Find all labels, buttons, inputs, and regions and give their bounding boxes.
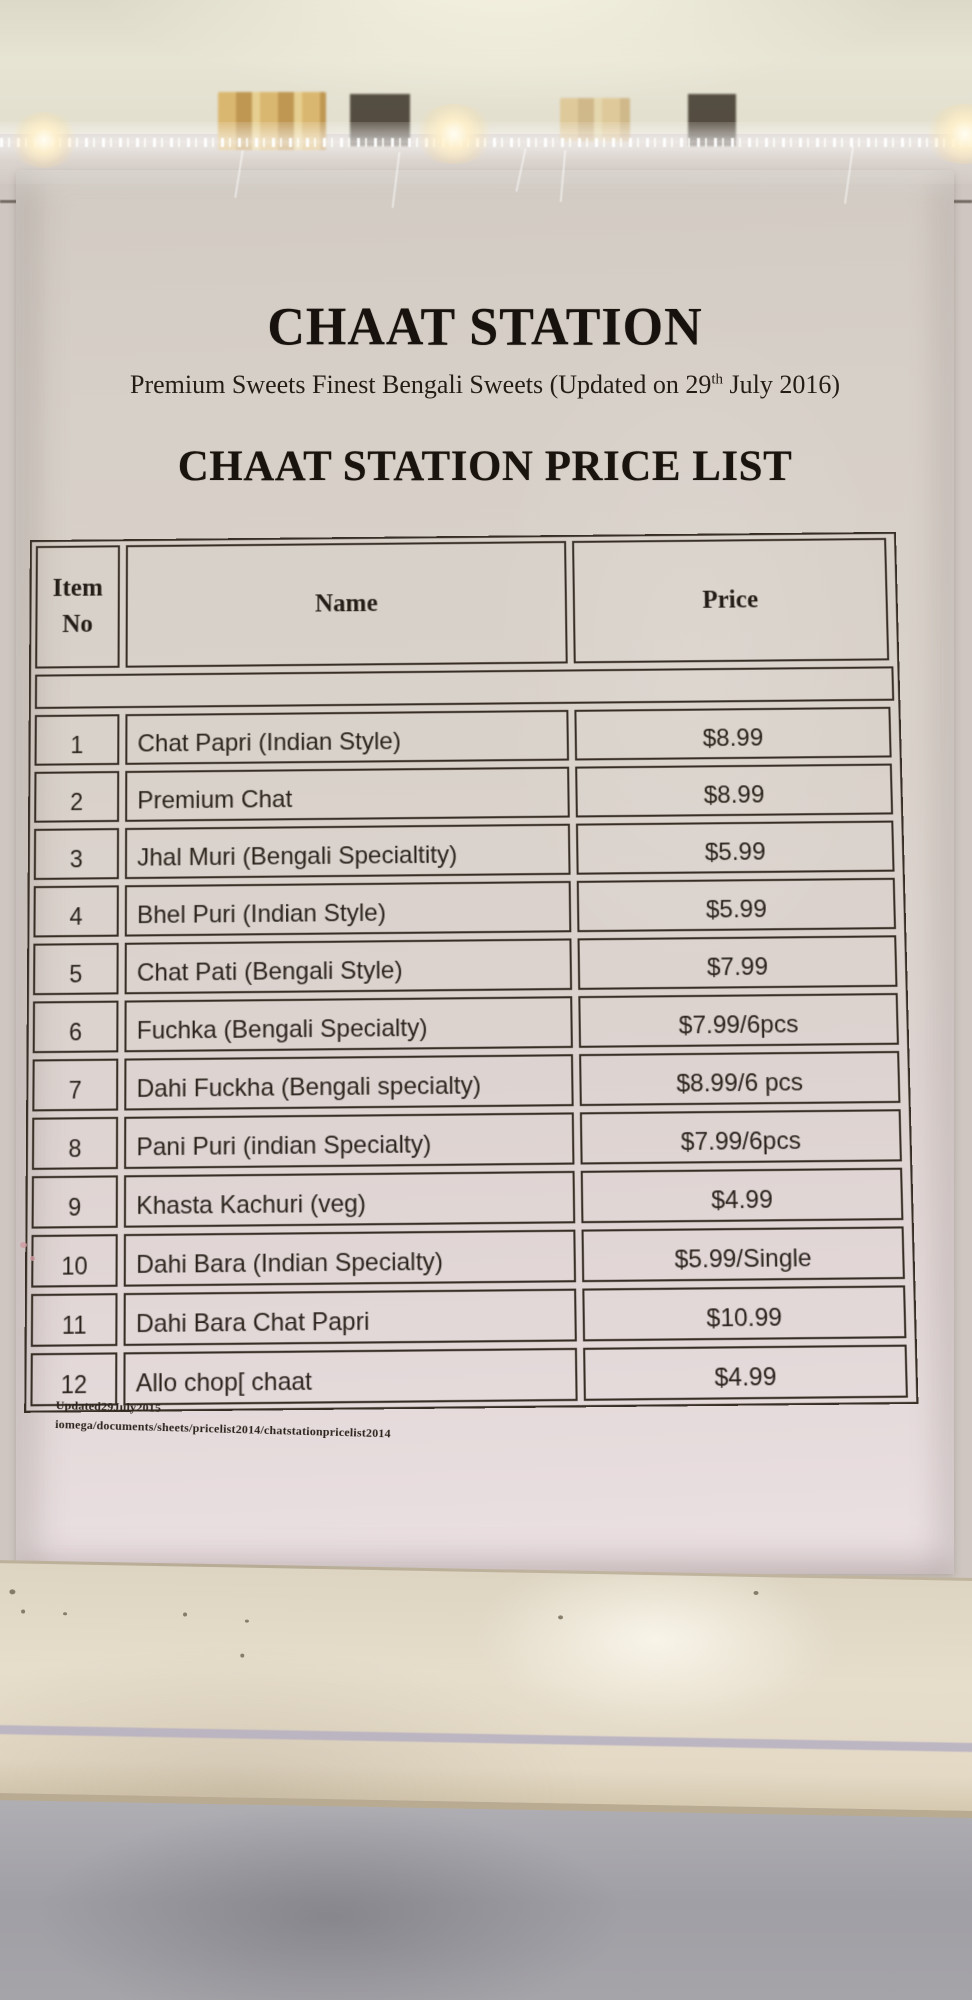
row-item-price: $4.99 <box>580 1167 904 1224</box>
header-item-no: Item No <box>35 545 120 669</box>
table-row: 3 Jhal Muri (Bengali Specialtity) $5.99 <box>33 820 899 880</box>
row-item-price: $4.99 <box>583 1344 908 1401</box>
row-item-name: Premium Chat <box>125 766 570 822</box>
row-item-price: $7.99/6pcs <box>579 1109 902 1165</box>
light-reflection <box>412 104 496 164</box>
paper-blemish <box>30 1256 35 1261</box>
row-item-name: Bhel Puri (Indian Style) <box>124 880 572 937</box>
dust-speck <box>9 1589 16 1595</box>
row-item-no: 5 <box>33 942 119 996</box>
subtitle-text-end: July 2016) <box>723 370 841 399</box>
header-price: Price <box>572 537 890 664</box>
dust-speck <box>62 1612 68 1616</box>
row-item-price: $8.99 <box>574 706 892 761</box>
row-item-name: Fuchka (Bengali Specialty) <box>124 996 573 1053</box>
row-item-price: $5.99 <box>576 877 897 933</box>
header-name: Name <box>125 541 568 668</box>
row-item-price: $7.99/6pcs <box>578 992 899 1048</box>
poster-title: CHAAT STATION <box>267 297 703 358</box>
paper-blemish <box>20 1242 27 1248</box>
row-item-name: Dahi Bara (Indian Specialty) <box>123 1229 577 1287</box>
subtitle-superscript: th <box>711 371 723 388</box>
dust-speck <box>182 1612 188 1617</box>
table-row: 10 Dahi Bara (Indian Specialty) $5.99/Si… <box>31 1226 909 1288</box>
dust-speck <box>753 1590 759 1596</box>
table-row: 7 Dahi Fuckha (Bengali specialty) $8.99/… <box>32 1050 904 1112</box>
countertop <box>0 1782 972 2000</box>
row-item-name: Jhal Muri (Bengali Specialtity) <box>124 823 571 880</box>
ledge-accent-line <box>0 1724 972 1753</box>
table-row: 4 Bhel Puri (Indian Style) $5.99 <box>33 877 900 938</box>
shelf-ledge <box>0 1560 972 1819</box>
row-item-price: $5.99 <box>575 820 895 875</box>
poster-subtitle: Premium Sweets Finest Bengali Sweets (Up… <box>16 370 954 400</box>
row-item-no: 6 <box>32 1000 119 1054</box>
dust-speck <box>240 1653 245 1658</box>
background-wall <box>0 0 972 134</box>
table-row: 5 Chat Pati (Bengali Style) $7.99 <box>33 935 902 996</box>
price-table: Item No Name Price 1 Chat Papri (Indian … <box>24 531 919 1413</box>
table-rows: 1 Chat Papri (Indian Style) $8.99 2 Prem… <box>30 706 912 1407</box>
row-item-price: $5.99/Single <box>581 1226 905 1283</box>
row-item-no: 2 <box>34 771 120 823</box>
row-item-price: $8.99 <box>575 763 894 818</box>
price-list-paper: CHAAT STATION Premium Sweets Finest Beng… <box>16 170 954 1574</box>
dust-speck <box>244 1619 249 1623</box>
row-item-name: Allo chop[ chaat <box>123 1347 578 1406</box>
table-row: 1 Chat Papri (Indian Style) $8.99 <box>34 706 896 766</box>
subtitle-text: Premium Sweets Finest Bengali Sweets (Up… <box>130 370 712 399</box>
table-header-row: Item No Name Price <box>35 537 893 669</box>
row-item-price: $10.99 <box>582 1285 907 1342</box>
row-item-no: 3 <box>33 828 120 880</box>
row-item-name: Dahi Fuckha (Bengali specialty) <box>124 1054 574 1111</box>
row-item-no: 9 <box>31 1175 118 1229</box>
table-empty-row <box>34 666 895 709</box>
table-row: 11 Dahi Bara Chat Papri $10.99 <box>30 1285 911 1347</box>
row-item-no: 4 <box>33 885 119 938</box>
dust-speck <box>21 1609 26 1614</box>
dust-speck <box>558 1615 564 1620</box>
table-row: 8 Pani Puri (indian Specialty) $7.99/6pc… <box>31 1109 906 1170</box>
table-row: 12 Allo chop[ chaat $4.99 <box>30 1344 912 1407</box>
light-reflection <box>8 112 80 168</box>
row-item-name: Chat Papri (Indian Style) <box>125 709 570 765</box>
row-item-no: 7 <box>32 1058 119 1112</box>
row-item-no: 10 <box>31 1234 118 1288</box>
row-item-price: $7.99 <box>577 935 898 990</box>
row-item-no: 8 <box>31 1116 119 1170</box>
row-item-name: Pani Puri (indian Specialty) <box>124 1112 575 1170</box>
row-item-price: $8.99/6 pcs <box>579 1050 901 1107</box>
table-row: 2 Premium Chat $8.99 <box>34 763 897 823</box>
row-item-name: Khasta Kachuri (veg) <box>123 1170 576 1228</box>
table-row: 9 Khasta Kachuri (veg) $4.99 <box>31 1167 908 1229</box>
table-row: 6 Fuchka (Bengali Specialty) $7.99/6pcs <box>32 992 903 1054</box>
row-item-no: 1 <box>34 714 120 766</box>
row-item-name: Chat Pati (Bengali Style) <box>124 938 573 995</box>
row-item-name: Dahi Bara Chat Papri <box>123 1288 577 1346</box>
price-list-title: CHAAT STATION PRICE LIST <box>177 443 793 490</box>
row-item-no: 11 <box>30 1293 118 1347</box>
